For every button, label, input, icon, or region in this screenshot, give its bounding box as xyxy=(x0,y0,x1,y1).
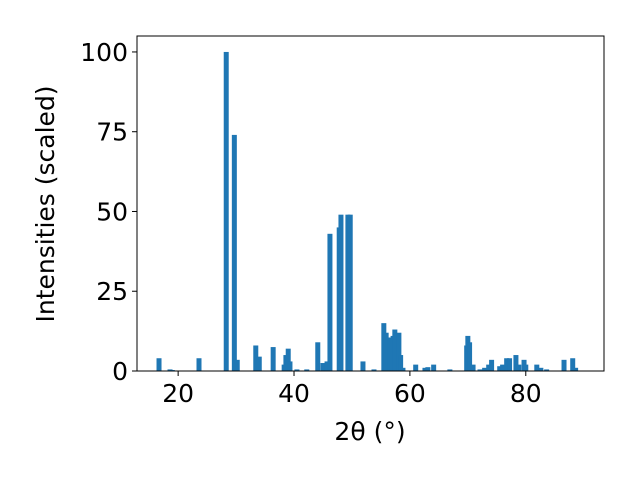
y-tick-label: 75 xyxy=(96,118,128,147)
x-tick-label: 80 xyxy=(510,379,542,408)
bar xyxy=(497,366,503,371)
bar xyxy=(360,361,366,371)
bar xyxy=(544,369,550,371)
y-axis-label: Intensities (scaled) xyxy=(31,85,60,322)
bar xyxy=(347,214,353,371)
y-tick-label: 25 xyxy=(96,277,128,306)
y-tick-label: 50 xyxy=(96,197,128,226)
bar xyxy=(573,367,579,371)
bar xyxy=(294,369,300,371)
bar xyxy=(523,364,529,371)
bar xyxy=(482,367,488,371)
bar xyxy=(392,329,398,371)
bar xyxy=(570,358,576,371)
bar xyxy=(287,361,293,371)
bar xyxy=(315,342,321,371)
bar xyxy=(234,359,240,371)
bar xyxy=(513,355,519,371)
bar xyxy=(387,337,393,371)
bar xyxy=(534,364,540,371)
bar xyxy=(561,359,567,371)
bar xyxy=(489,359,495,371)
plot-frame xyxy=(136,35,605,372)
bar xyxy=(470,364,476,371)
bar xyxy=(422,367,428,371)
x-tick-label: 60 xyxy=(394,379,426,408)
bar xyxy=(320,363,326,371)
bar xyxy=(253,345,259,371)
bar xyxy=(338,214,344,371)
bar xyxy=(398,355,404,371)
y-tick-label: 100 xyxy=(80,38,128,67)
bar xyxy=(467,342,473,371)
bar xyxy=(256,356,262,371)
bar xyxy=(500,364,506,371)
bar xyxy=(477,369,483,371)
bar xyxy=(425,367,431,371)
bar xyxy=(538,367,544,371)
bar xyxy=(400,367,406,371)
y-tick-label: 0 xyxy=(112,357,128,386)
bar xyxy=(413,364,419,371)
bar xyxy=(196,358,202,371)
bar xyxy=(486,364,492,371)
bar xyxy=(383,332,389,371)
bar xyxy=(270,347,276,371)
x-axis-label: 2θ (°) xyxy=(334,417,405,446)
bar xyxy=(516,364,522,371)
bar xyxy=(431,364,437,371)
bar xyxy=(447,369,453,371)
bar xyxy=(327,233,333,371)
bar xyxy=(285,348,291,371)
x-tick-label: 40 xyxy=(278,379,310,408)
bar xyxy=(396,332,402,371)
bar xyxy=(231,134,237,371)
bar xyxy=(324,361,330,371)
bar xyxy=(156,358,162,371)
bar xyxy=(371,369,377,371)
bar xyxy=(223,51,229,371)
bar xyxy=(504,358,510,371)
bar xyxy=(304,369,310,371)
x-tick-label: 20 xyxy=(162,379,194,408)
bar xyxy=(507,358,513,371)
